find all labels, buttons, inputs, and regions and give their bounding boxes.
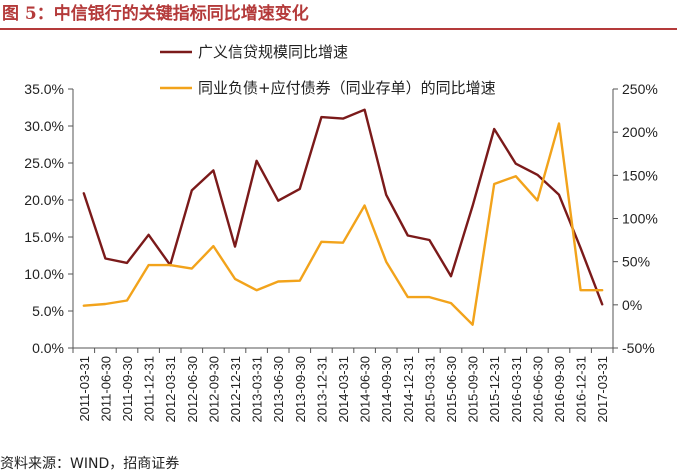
chart-series	[82, 108, 604, 326]
x-tick-label: 2011-06-30	[98, 356, 113, 422]
y-right-tick-label: 100%	[622, 211, 658, 227]
y-left-tick-label: 10.0%	[24, 266, 64, 282]
x-tick-label: 2012-12-31	[228, 356, 243, 423]
y-right-tick-label: 0%	[622, 297, 642, 313]
x-tick-label: 2011-09-30	[120, 356, 135, 422]
x-tick-label: 2014-09-30	[379, 356, 394, 423]
y-left-tick-label: 0.0%	[32, 340, 64, 356]
figure-title: 图 5：中信银行的关键指标同比增速变化	[2, 4, 309, 24]
title-rule	[0, 28, 677, 30]
series-line-interbank-growth	[82, 122, 604, 326]
y-left-tick-label: 25.0%	[24, 155, 64, 171]
series-line-loan-growth	[82, 108, 604, 306]
y-right-tick-label: 200%	[622, 124, 658, 140]
x-tick-label: 2015-09-30	[466, 356, 481, 423]
x-tick-label: 2013-09-30	[293, 356, 308, 423]
y-left-tick-label: 5.0%	[32, 303, 64, 319]
x-tick-label: 2012-06-30	[185, 356, 200, 423]
x-tick-label: 2013-06-30	[271, 356, 286, 423]
y-left-tick-label: 35.0%	[24, 81, 64, 97]
y-right-tick-label: 150%	[622, 167, 658, 183]
x-tick-label: 2015-06-30	[444, 356, 459, 423]
x-tick-label: 2015-03-31	[422, 356, 437, 423]
x-tick-label: 2012-09-30	[206, 356, 221, 423]
x-tick-label: 2014-06-30	[358, 356, 373, 423]
x-tick-label: 2013-03-31	[250, 356, 265, 423]
x-tick-label: 2015-12-31	[487, 356, 502, 423]
x-tick-label: 2016-09-30	[552, 356, 567, 423]
x-tick-label: 2012-03-31	[163, 356, 178, 423]
x-tick-label: 2017-03-31	[595, 356, 610, 423]
legend-label-interbank-growth: 同业负债+应付债券（同业存单）的同比增速	[198, 79, 496, 97]
x-tick-label: 2016-12-31	[574, 356, 589, 423]
chart-axes: 0.0% 5.0% 10.0% 15.0% 20.0% 25.0% 30.0% 35.0% -5…	[24, 81, 658, 423]
line-chart: 0.0% 5.0% 10.0% 15.0% 20.0% 25.0% 30.0% 35.0% -5…	[24, 43, 658, 423]
x-tick-label: 2013-12-31	[314, 356, 329, 423]
x-tick-label: 2014-12-31	[401, 356, 416, 423]
x-tick-label: 2014-03-31	[336, 356, 351, 423]
legend-label-loan-growth: 广义信贷规模同比增速	[198, 43, 348, 61]
y-left-tick-label: 15.0%	[24, 229, 64, 245]
x-tick-label: 2011-12-31	[142, 356, 157, 422]
x-tick-label: 2011-03-31	[77, 356, 92, 422]
x-tick-label: 2016-03-31	[509, 356, 524, 423]
x-tick-label: 2016-06-30	[530, 356, 545, 423]
y-right-tick-label: 250%	[622, 81, 658, 97]
y-left-tick-label: 20.0%	[24, 192, 64, 208]
y-right-tick-label: -50%	[622, 340, 655, 356]
y-right-tick-label: 50%	[622, 254, 650, 270]
source-note: 资料来源：WIND，招商证券	[0, 456, 180, 472]
y-left-tick-label: 30.0%	[24, 118, 64, 134]
